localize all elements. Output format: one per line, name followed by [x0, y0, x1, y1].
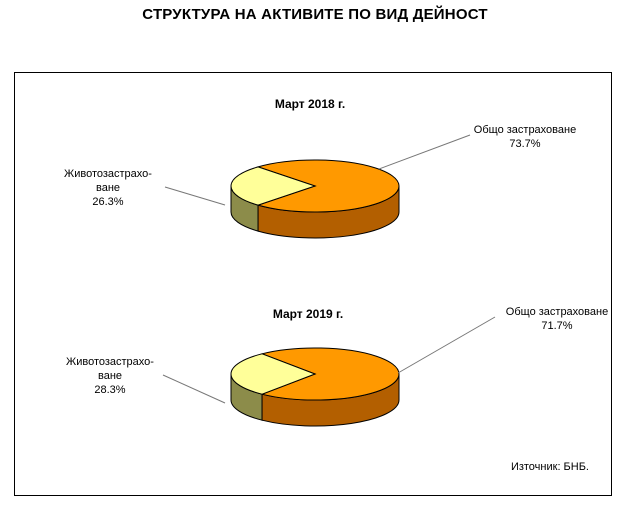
pie-1-life-slice — [230, 166, 317, 206]
pie-2-general-label: Общо застраховане 71.7% — [487, 305, 627, 333]
pie-2-life-label: Животозастрахо- ване 28.3% — [45, 355, 175, 397]
pie-1-life-value: 26.3% — [92, 196, 124, 208]
page-title: СТРУКТУРА НА АКТИВИТЕ ПО ВИД ДЕЙНОСТ — [142, 6, 488, 23]
pie-2-title: Март 2019 г. — [272, 307, 344, 321]
pie-2-life-name-1: Животозастрахо- — [66, 356, 154, 368]
pie-2-general-name: Общо застраховане — [505, 306, 609, 318]
pie-1-title: Март 2018 г. — [274, 97, 346, 111]
chart-frame: Март 2018 г. Общо застраховане 73.7% Жив… — [14, 72, 612, 496]
pie-2-life-slice — [230, 353, 317, 395]
pie-1-life-name-1: Животозастрахо- — [64, 168, 152, 180]
pie-1-life-label: Животозастрахо- ване 26.3% — [43, 167, 173, 209]
pie-2-life-value: 28.3% — [94, 384, 126, 396]
source-note: Източник: БНБ. — [510, 461, 589, 473]
pie-chart-2019 — [162, 316, 496, 427]
pie-2-general-slice — [260, 347, 400, 401]
pie-1-leader-line-1 — [164, 186, 226, 206]
pie-1-general-slice — [256, 159, 400, 213]
pie-1-general-name: Общо застраховане — [473, 124, 577, 136]
pie-2-life-name-2: ване — [97, 370, 123, 382]
pie-1-general-value: 73.7% — [509, 138, 541, 150]
pie-2-leader-line-1 — [162, 374, 226, 404]
pie-2-leader-line-0 — [397, 316, 496, 374]
pie-1-general-label: Общо застраховане 73.7% — [445, 123, 605, 151]
pie-2-general-value: 71.7% — [541, 320, 573, 332]
pie-1-leader-line-0 — [378, 134, 471, 170]
pie-chart-2018 — [164, 134, 471, 239]
pie-1-life-name-2: ване — [95, 182, 121, 194]
